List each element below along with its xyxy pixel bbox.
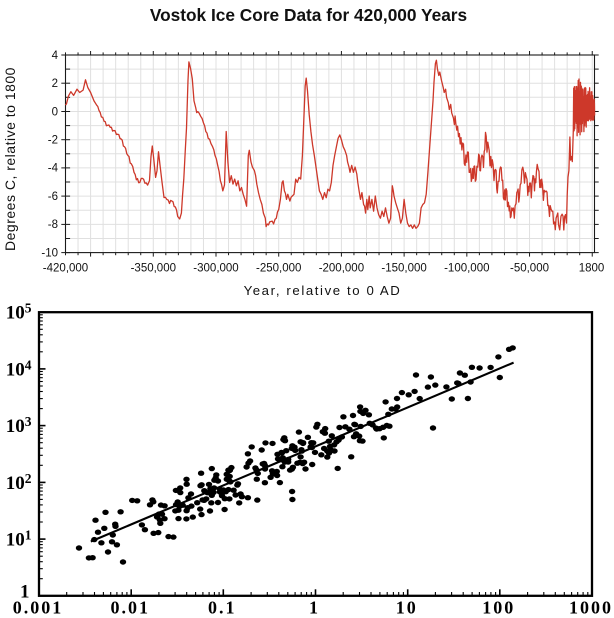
svg-text:-4: -4 <box>48 163 59 175</box>
svg-text:-100,000: -100,000 <box>444 263 489 275</box>
svg-text:103: 103 <box>6 414 32 437</box>
svg-text:10: 10 <box>396 598 418 618</box>
svg-text:-200,000: -200,000 <box>319 263 364 275</box>
svg-text:1800: 1800 <box>579 263 605 275</box>
svg-text:1: 1 <box>309 598 320 618</box>
svg-text:-2: -2 <box>48 135 58 147</box>
svg-text:0.1: 0.1 <box>208 598 237 618</box>
svg-text:-50,000: -50,000 <box>510 263 549 275</box>
svg-text:-8: -8 <box>48 219 58 231</box>
svg-text:1: 1 <box>20 582 30 603</box>
svg-text:1000: 1000 <box>569 598 613 618</box>
svg-text:101: 101 <box>6 528 32 551</box>
svg-text:0.01: 0.01 <box>110 598 150 618</box>
svg-text:0: 0 <box>52 106 58 118</box>
svg-text:0.001: 0.001 <box>13 598 64 618</box>
svg-text:100: 100 <box>482 598 515 618</box>
svg-text:Degrees C, relative to 1800: Degrees C, relative to 1800 <box>2 67 18 251</box>
svg-text:105: 105 <box>6 301 32 324</box>
svg-text:104: 104 <box>6 357 32 380</box>
svg-text:2: 2 <box>52 78 58 90</box>
svg-text:Year, relative to 0 AD: Year, relative to 0 AD <box>244 283 402 298</box>
svg-text:-6: -6 <box>48 191 58 203</box>
svg-text:-420,000: -420,000 <box>43 263 88 275</box>
svg-text:-150,000: -150,000 <box>381 263 426 275</box>
svg-text:4: 4 <box>52 50 59 62</box>
svg-text:-250,000: -250,000 <box>256 263 301 275</box>
svg-text:-300,000: -300,000 <box>193 263 238 275</box>
svg-text:102: 102 <box>6 471 32 494</box>
svg-text:-10: -10 <box>41 247 58 259</box>
svg-text:-350,000: -350,000 <box>131 263 176 275</box>
svg-text:Vostok Ice Core Data for 420,0: Vostok Ice Core Data for 420,000 Years <box>150 5 467 25</box>
